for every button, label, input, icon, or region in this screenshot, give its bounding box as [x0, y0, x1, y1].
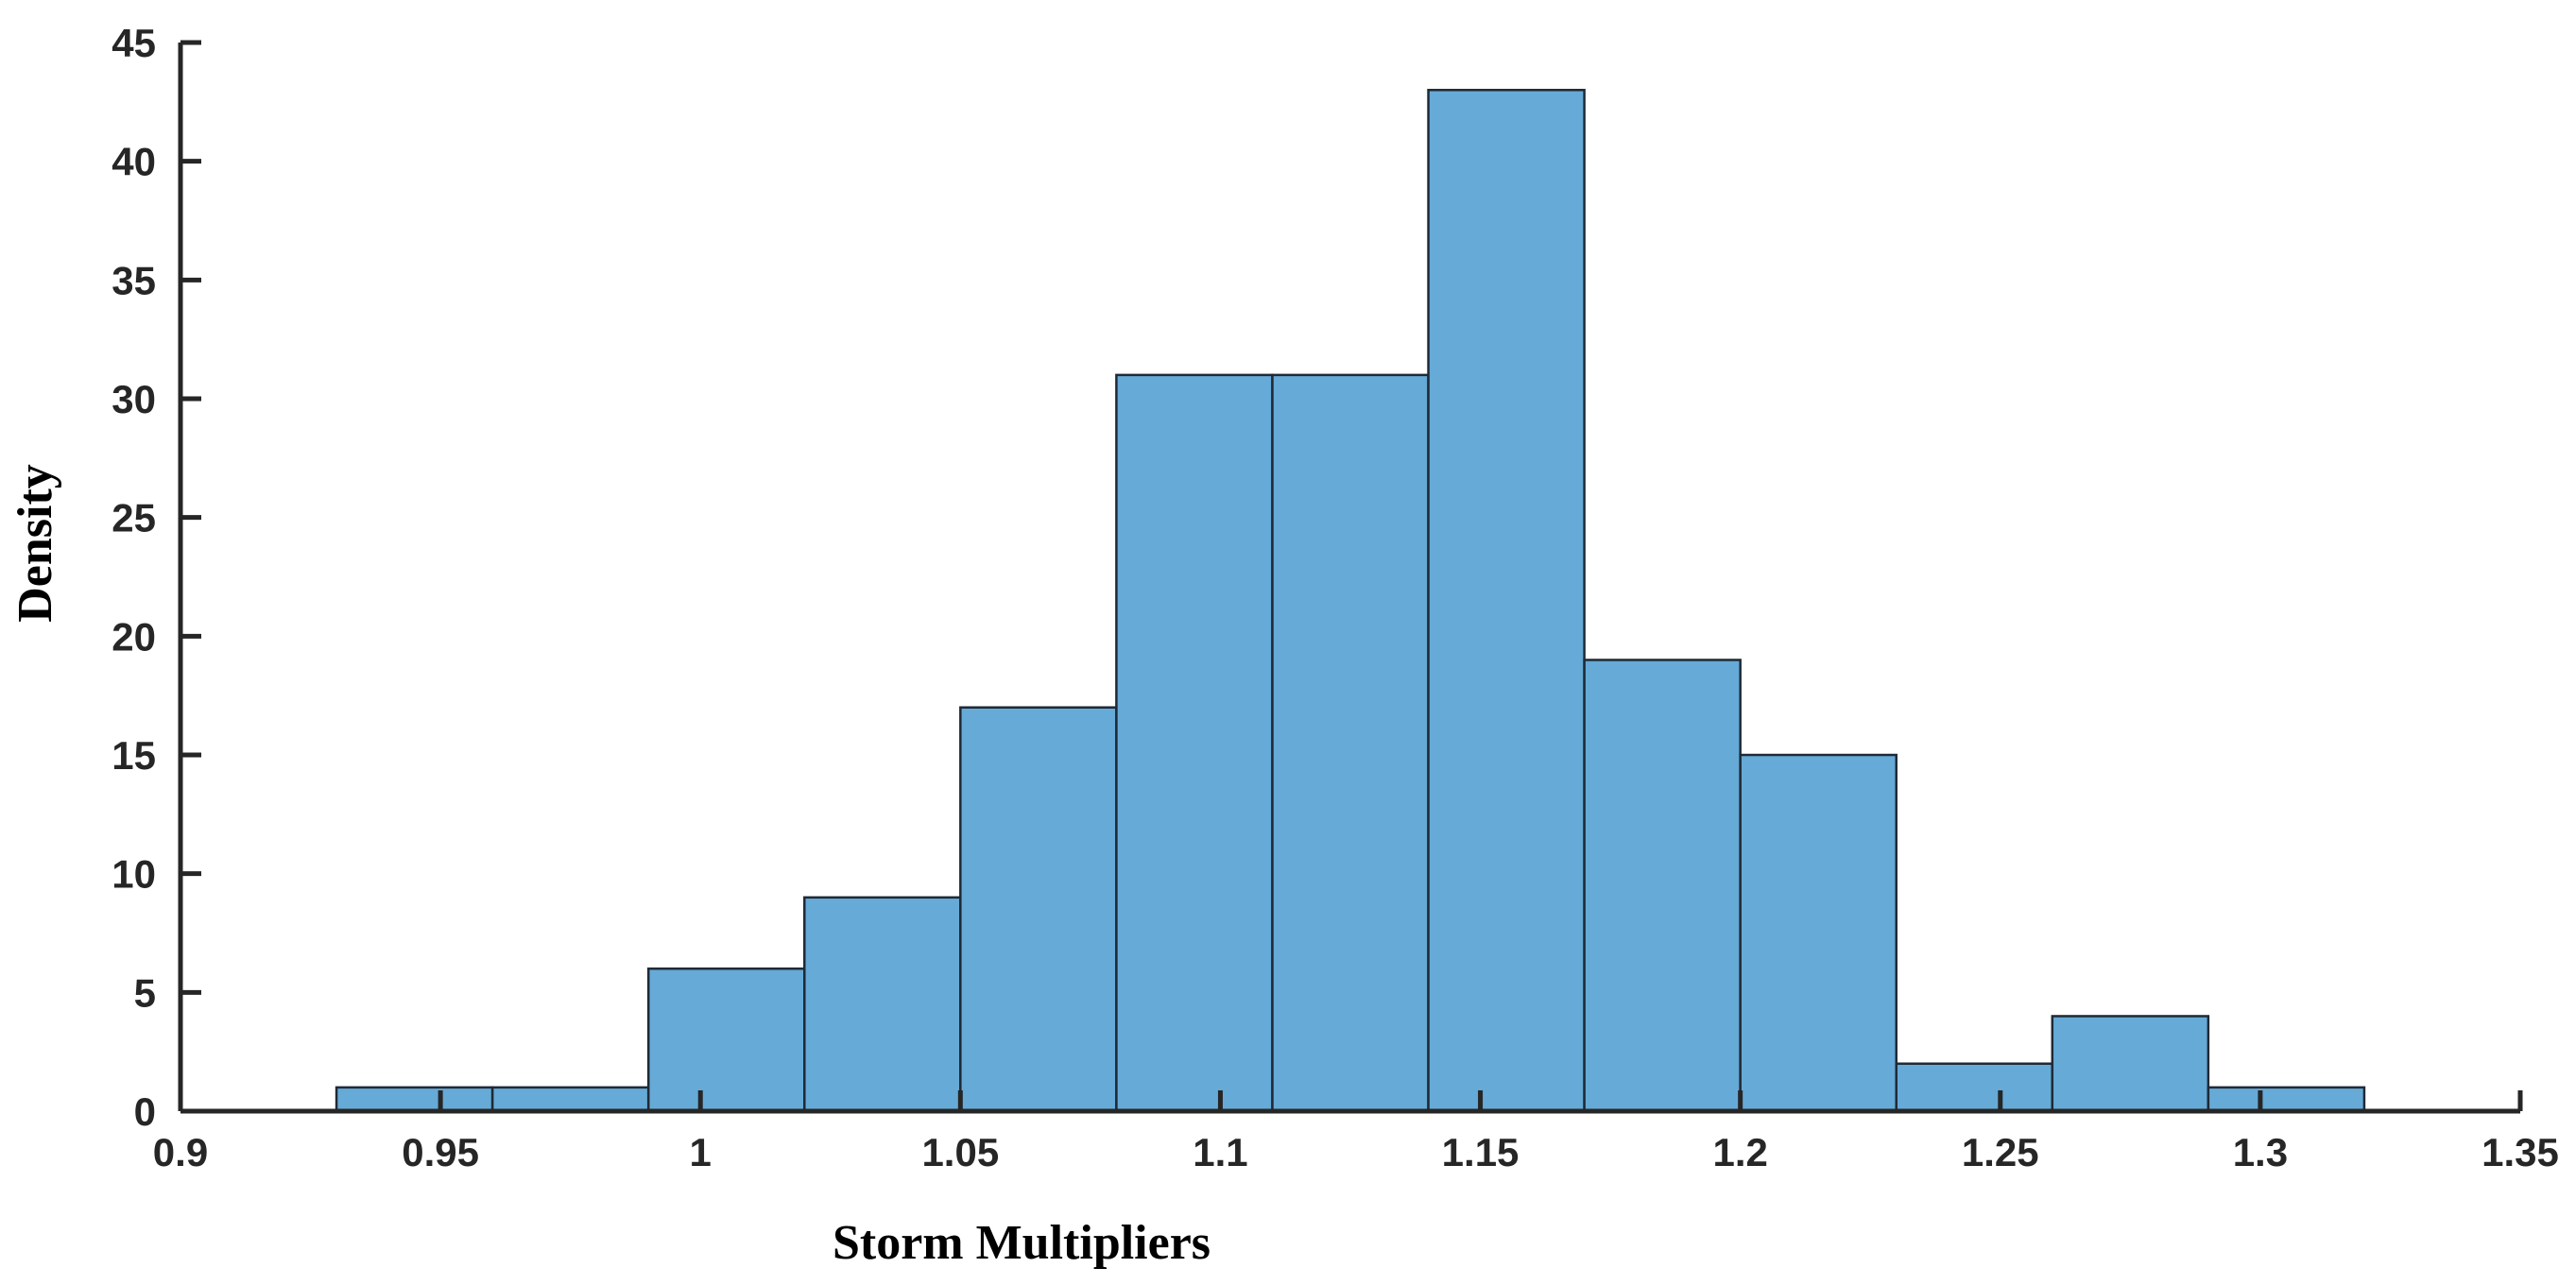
y-tick-label: 5: [134, 970, 156, 1015]
x-tick-label: 1.1: [1193, 1130, 1247, 1174]
y-tick-label: 25: [112, 496, 156, 540]
histogram-bar: [1739, 753, 1898, 1113]
histogram-bar: [335, 1086, 494, 1113]
x-tick-label: 1.3: [2233, 1130, 2288, 1174]
histogram-bar: [1115, 373, 1274, 1113]
histogram-bar: [2207, 1086, 2366, 1113]
x-tick-label: 1.05: [921, 1130, 999, 1174]
histogram-bar: [646, 967, 806, 1113]
y-tick-label: 10: [112, 852, 156, 897]
bars-layer: [335, 89, 2366, 1113]
ticks-layer: 0.9 0.95 1 1.05 1.1 1.15 1.2 1.25 1.3 1.35 0 5 10 15 2…: [112, 21, 2559, 1174]
x-axis-title: Storm Multipliers: [833, 1216, 1211, 1270]
x-tick-label: 0.95: [402, 1130, 479, 1174]
x-tick-label: 1.15: [1442, 1130, 1520, 1174]
x-tick-label: 1.35: [2482, 1130, 2559, 1174]
histogram-bar: [803, 896, 962, 1113]
histogram-bar: [1271, 373, 1430, 1113]
x-tick-label: 1: [690, 1130, 712, 1174]
y-tick-label: 30: [112, 377, 156, 421]
y-tick-label: 35: [112, 258, 156, 302]
y-tick-label: 20: [112, 614, 156, 659]
y-axis-title: Density: [9, 464, 62, 623]
histogram-bar: [1895, 1062, 2054, 1113]
x-tick-label: 1.2: [1712, 1130, 1767, 1174]
x-tick-label: 1.25: [1962, 1130, 2039, 1174]
y-tick-label: 45: [112, 21, 156, 65]
y-tick-label: 0: [134, 1089, 156, 1134]
axes-layer: [178, 43, 2520, 1114]
y-tick-label: 15: [112, 733, 156, 778]
histogram-bar: [490, 1086, 650, 1113]
histogram-bar: [2051, 1015, 2210, 1113]
histogram-bar: [959, 706, 1118, 1113]
histogram-bar: [1427, 89, 1586, 1113]
y-tick-label: 40: [112, 140, 156, 184]
histogram-bar: [1583, 659, 1742, 1113]
x-tick-label: 0.9: [153, 1130, 208, 1174]
